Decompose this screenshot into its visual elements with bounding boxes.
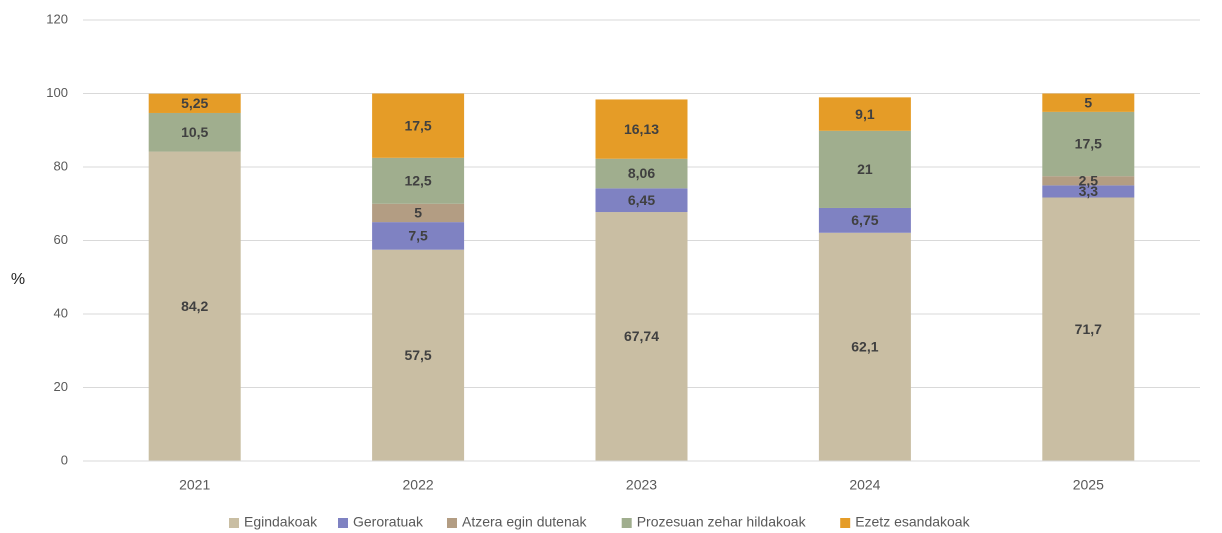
data-label: 62,1 (851, 339, 878, 355)
legend-swatch (621, 518, 632, 528)
bar-segment (372, 93, 465, 158)
bar-segment (1042, 111, 1135, 177)
data-label: 5,25 (181, 95, 208, 111)
y-tick-label: 40 (54, 305, 68, 320)
y-axis-label: % (11, 271, 25, 288)
x-tick-label: 2023 (626, 477, 657, 493)
legend-label: Atzera egin dutenak (462, 514, 588, 530)
x-tick-label: 2021 (179, 477, 210, 493)
bar-segment (372, 203, 465, 223)
bar-segment (818, 130, 911, 208)
legend-label: Egindakoak (244, 514, 318, 530)
bar-segment (595, 188, 688, 213)
data-label: 17,5 (404, 117, 431, 133)
data-label: 67,74 (624, 328, 659, 344)
bar-segment (595, 212, 688, 461)
data-label: 5 (414, 205, 422, 221)
y-tick-label: 20 (54, 379, 68, 394)
bar-segment (1042, 176, 1135, 186)
bar-segment (818, 207, 911, 233)
legend-label: Prozesuan zehar hildakoak (637, 514, 807, 530)
legend-swatch (338, 518, 348, 528)
y-tick-label: 60 (54, 232, 68, 247)
y-tick-label: 100 (46, 85, 68, 100)
legend-swatch (229, 518, 239, 528)
data-label: 5 (1084, 94, 1092, 110)
bar-segment (148, 93, 241, 113)
bar-segment (372, 222, 465, 250)
bar-segment (372, 249, 465, 461)
bar-segment (595, 99, 688, 159)
y-tick-label: 0 (61, 452, 68, 467)
bar-segment (1042, 197, 1135, 461)
x-tick-label: 2022 (403, 477, 434, 493)
data-label: 9,1 (855, 106, 875, 122)
data-label: 6,75 (851, 212, 878, 228)
bar-segment (148, 112, 241, 152)
bar-segment (1042, 185, 1135, 198)
data-label: 2,5 (1079, 172, 1099, 188)
bar-segment (818, 97, 911, 131)
bar-segment (595, 158, 688, 189)
data-label: 17,5 (1075, 136, 1102, 152)
legend-swatch (447, 518, 457, 528)
y-tick-label: 120 (46, 11, 68, 26)
bar-segment (1042, 93, 1135, 112)
data-label: 71,7 (1075, 321, 1102, 337)
legend-label: Geroratuak (353, 514, 424, 530)
data-label: 12,5 (404, 172, 431, 188)
x-tick-label: 2024 (849, 477, 880, 493)
data-label: 16,13 (624, 121, 659, 137)
y-tick-label: 80 (54, 158, 68, 173)
legend-label: Ezetz esandakoak (855, 514, 970, 530)
bar-segment (372, 157, 465, 204)
legend-swatch (840, 518, 851, 528)
x-tick-label: 2025 (1073, 477, 1104, 493)
data-label: 3,3 (1079, 183, 1099, 199)
data-label: 10,5 (181, 124, 208, 140)
data-label: 6,45 (628, 192, 655, 208)
bar-segment (148, 151, 241, 461)
bar-segment (818, 232, 911, 461)
data-label: 8,06 (628, 165, 655, 181)
data-label: 7,5 (408, 228, 428, 244)
data-label: 21 (857, 161, 873, 177)
data-label: 84,2 (181, 298, 208, 314)
data-label: 57,5 (404, 347, 431, 363)
